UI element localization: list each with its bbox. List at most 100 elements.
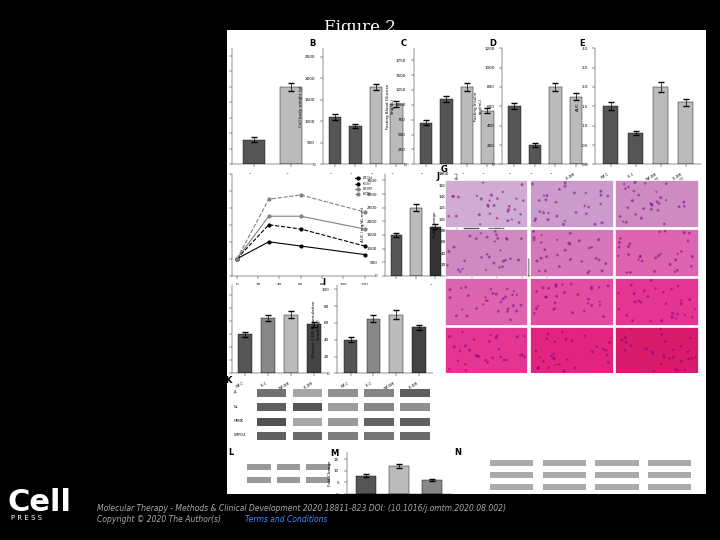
Point bbox=[471, 304, 482, 313]
Bar bbox=[489, 225, 504, 276]
Point bbox=[621, 218, 632, 227]
WT-Ctrl bbox=[233, 255, 241, 262]
Point bbox=[550, 361, 562, 369]
Point bbox=[646, 200, 657, 209]
Point bbox=[462, 312, 473, 320]
Point bbox=[444, 285, 456, 294]
WT-DM bbox=[233, 255, 241, 262]
Y-axis label: Glucose
(mg/dL): Glucose (mg/dL) bbox=[204, 98, 212, 114]
Point bbox=[558, 220, 570, 228]
Point bbox=[689, 305, 701, 314]
Line: KI-DM: KI-DM bbox=[235, 193, 366, 260]
Point bbox=[659, 353, 670, 362]
Bar bbox=[616, 327, 698, 373]
Point bbox=[572, 291, 584, 299]
Point bbox=[488, 259, 500, 267]
Bar bbox=[277, 477, 300, 483]
Bar bbox=[366, 319, 380, 373]
Point bbox=[675, 296, 687, 305]
Bar bbox=[257, 403, 287, 411]
Text: B: B bbox=[310, 39, 316, 48]
Point bbox=[621, 311, 632, 320]
Point bbox=[603, 338, 615, 347]
Point bbox=[667, 353, 679, 362]
Point bbox=[578, 307, 590, 315]
Point bbox=[620, 338, 631, 347]
Point bbox=[653, 199, 665, 208]
Point bbox=[541, 191, 553, 200]
Point bbox=[655, 325, 667, 334]
Point bbox=[594, 301, 606, 309]
Text: G: G bbox=[441, 165, 448, 174]
Point bbox=[518, 197, 529, 205]
Point bbox=[660, 179, 672, 188]
Point bbox=[656, 316, 667, 325]
Point bbox=[500, 293, 511, 301]
Point bbox=[484, 210, 495, 218]
Text: K: K bbox=[225, 376, 232, 385]
Y-axis label: Glucose 2-DG Accumulation
(nmol/mg): Glucose 2-DG Accumulation (nmol/mg) bbox=[312, 300, 320, 358]
Bar bbox=[400, 403, 430, 411]
Point bbox=[443, 212, 454, 220]
Point bbox=[654, 227, 665, 236]
Point bbox=[508, 301, 519, 310]
Point bbox=[667, 313, 678, 321]
Point bbox=[505, 315, 516, 324]
Bar bbox=[440, 99, 453, 164]
Point bbox=[670, 255, 681, 264]
Point bbox=[492, 331, 503, 340]
Point bbox=[485, 285, 497, 294]
Point bbox=[495, 246, 506, 255]
Point bbox=[528, 233, 540, 242]
Bar bbox=[490, 484, 534, 489]
Point bbox=[449, 342, 460, 351]
Point bbox=[488, 201, 500, 210]
Point bbox=[660, 299, 672, 308]
Text: L: L bbox=[228, 448, 234, 457]
Bar bbox=[530, 327, 613, 373]
Bar bbox=[307, 477, 330, 483]
Point bbox=[535, 254, 546, 262]
Point bbox=[673, 202, 685, 211]
Point bbox=[559, 217, 571, 225]
Bar bbox=[648, 472, 691, 478]
Point bbox=[502, 207, 513, 216]
KI-Ctrl bbox=[264, 221, 273, 228]
Point bbox=[660, 338, 671, 346]
Point bbox=[603, 358, 614, 367]
Point bbox=[529, 217, 541, 225]
Point bbox=[564, 239, 576, 248]
Point bbox=[621, 268, 633, 277]
Y-axis label: Fasting Insulin
(pg/mL): Fasting Insulin (pg/mL) bbox=[474, 92, 482, 121]
Point bbox=[559, 178, 571, 187]
Point bbox=[484, 253, 495, 261]
Point bbox=[586, 285, 598, 293]
Bar bbox=[430, 227, 441, 276]
Point bbox=[487, 354, 498, 362]
Point bbox=[660, 227, 671, 235]
Point bbox=[683, 355, 695, 363]
Point bbox=[457, 265, 469, 273]
Point bbox=[542, 330, 554, 339]
Point bbox=[655, 249, 667, 258]
Point bbox=[625, 268, 636, 276]
Point bbox=[470, 234, 482, 243]
Bar bbox=[616, 180, 698, 227]
Point bbox=[613, 252, 624, 260]
Point bbox=[559, 182, 571, 191]
Point bbox=[587, 347, 598, 356]
Point bbox=[584, 267, 595, 275]
Point bbox=[635, 298, 647, 307]
Point bbox=[471, 352, 482, 360]
Line: WT-DM: WT-DM bbox=[235, 215, 366, 260]
Point bbox=[491, 231, 503, 239]
Y-axis label: Fold Change: Fold Change bbox=[433, 212, 437, 238]
Point bbox=[582, 269, 594, 278]
Text: Cell: Cell bbox=[7, 488, 71, 517]
Bar bbox=[343, 340, 357, 373]
Bar bbox=[445, 327, 528, 373]
WT-Ctrl bbox=[360, 251, 369, 258]
Point bbox=[498, 257, 509, 266]
WT-Ctrl bbox=[264, 239, 273, 245]
Point bbox=[596, 267, 608, 275]
